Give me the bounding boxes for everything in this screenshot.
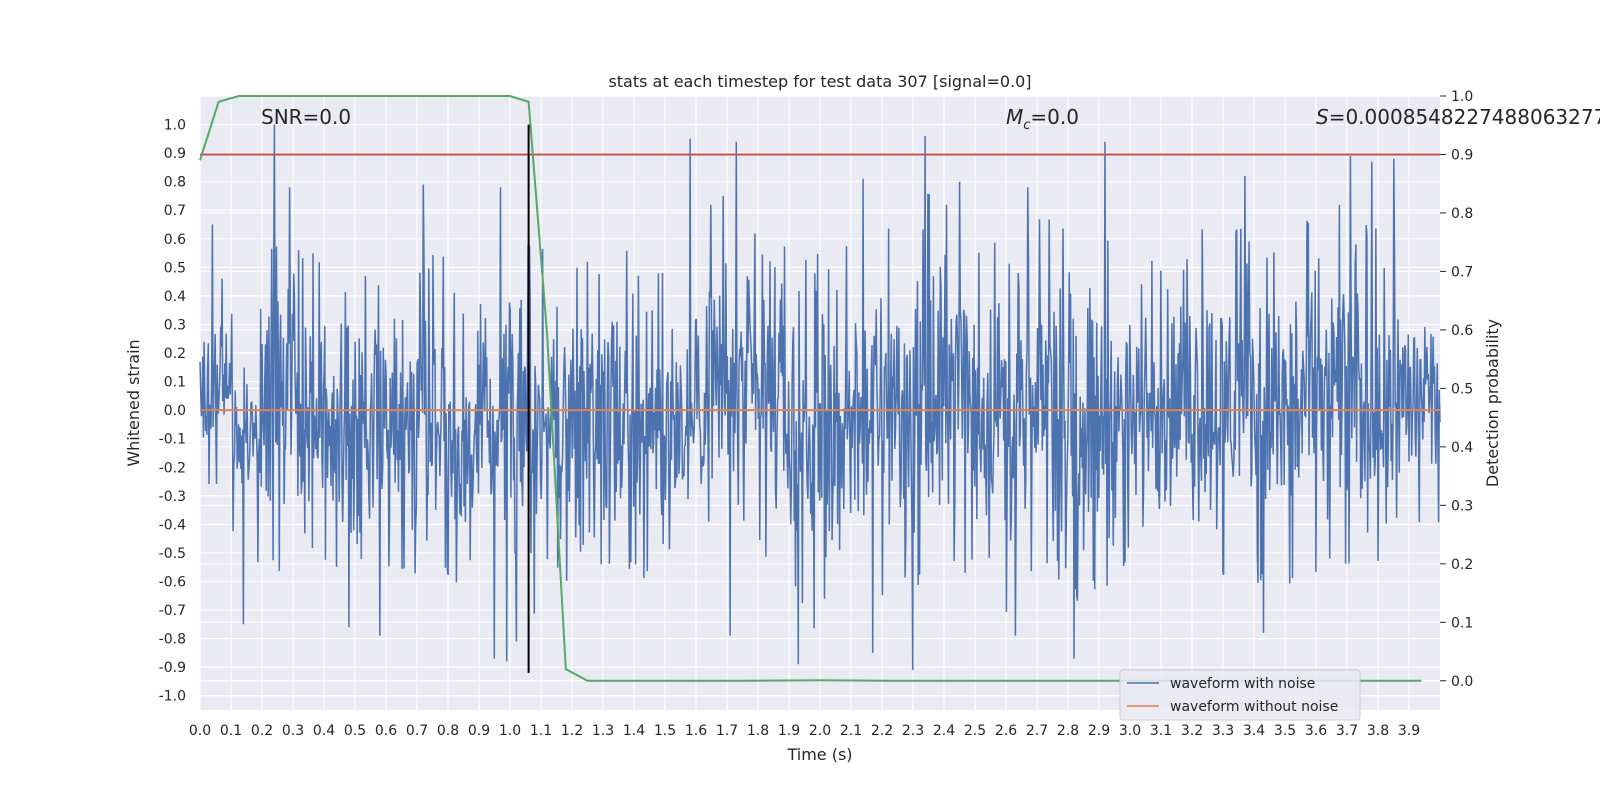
x-tick-label: 2.1 [840,723,862,739]
y-tick-label: 0.9 [164,146,186,162]
y-tick-label: -0.3 [159,489,186,505]
x-tick-label: 1.9 [778,723,800,739]
y-tick-label: -0.7 [159,603,186,619]
x-tick-label: 3.2 [1181,723,1203,739]
legend-label-clean: waveform without noise [1170,699,1338,715]
y2-tick-label: 0.6 [1451,323,1473,339]
x-tick-label: 3.5 [1274,723,1296,739]
x-tick-label: 1.1 [530,723,552,739]
x-tick-label: 1.8 [747,723,769,739]
y-tick-label: 0.2 [164,346,186,362]
y-tick-label: -0.4 [159,517,186,533]
chirp-mass-value: =0.0 [1030,105,1079,129]
x-tick-label: 0.6 [375,723,397,739]
x-tick-label: 1.5 [654,723,676,739]
x-tick-label: 0.1 [220,723,242,739]
x-tick-label: 3.8 [1367,723,1389,739]
y2-tick-label: 0.8 [1451,206,1473,222]
x-tick-label: 0.7 [406,723,428,739]
chirp-mass-symbol: M [1006,105,1023,129]
series-waveform-with-noise [199,124,1441,671]
y2-tick-label: 0.0 [1451,674,1473,690]
legend-label-noise: waveform with noise [1170,676,1315,692]
y-tick-label: -0.9 [159,660,186,676]
y-tick-label: -0.6 [159,574,186,590]
y-tick-label: 0.1 [164,375,186,391]
data-layer [199,95,1441,682]
s-value: =0.0008548227488063277 [1329,105,1600,129]
x-tick-label: 0.2 [251,723,273,739]
x-tick-label: 3.4 [1243,723,1265,739]
legend-box [1119,669,1361,721]
x-tick-label: 2.9 [1088,723,1110,739]
x-tick-label: 0.3 [282,723,304,739]
x-tick-label: 2.2 [871,723,893,739]
y2-tick-label: 0.3 [1451,498,1473,514]
y-tick-label: 0.4 [164,289,186,305]
x-tick-label: 1.3 [592,723,614,739]
x-tick-label: 1.2 [561,723,583,739]
y2-tick-label: 0.1 [1451,615,1473,631]
x-tick-label: 3.1 [1150,723,1172,739]
y2-tick-label: 0.9 [1451,147,1473,163]
y-axis-title: Whitened strain [124,339,143,466]
chirp-mass-subscript: c [1023,118,1030,133]
y-tick-label: 0.8 [164,175,186,191]
x-tick-label: 0.4 [313,723,335,739]
x-tick-label: 3.0 [1119,723,1141,739]
x-tick-label: 2.6 [995,723,1017,739]
y2-tick-label: 0.7 [1451,264,1473,280]
y2-axis-title: Detection probability [1483,319,1502,487]
y2-tick-label: 1.0 [1451,89,1473,105]
y2-tick-label: 0.2 [1451,557,1473,573]
x-tick-label: 2.3 [902,723,924,739]
s-annotation: S=0.0008548227488063277 [1316,105,1600,129]
y-tick-label: -0.2 [159,460,186,476]
y2-tick-label: 0.4 [1451,440,1473,456]
x-tick-label: 3.3 [1212,723,1234,739]
y-tick-label: 0.0 [164,403,186,419]
x-tick-label: 3.6 [1305,723,1327,739]
x-tick-label: 0.8 [437,723,459,739]
y-tick-label: 0.3 [164,317,186,333]
y-tick-label: 0.5 [164,260,186,276]
x-tick-label: 2.8 [1057,723,1079,739]
x-tick-label: 0.0 [189,723,211,739]
x-tick-label: 0.9 [468,723,490,739]
y-tick-label: 0.7 [164,203,186,219]
chart-title: stats at each timestep for test data 307… [608,72,1031,91]
x-tick-label: 1.6 [685,723,707,739]
x-tick-label: 0.5 [344,723,366,739]
legend: waveform with noise waveform without noi… [1119,669,1361,721]
x-tick-label: 2.0 [809,723,831,739]
y-tick-label: -0.1 [159,432,186,448]
y-tick-label: 0.6 [164,232,186,248]
s-symbol: S [1316,105,1329,129]
y2-tick-label: 0.5 [1451,381,1473,397]
x-tick-label: 1.7 [716,723,738,739]
x-tick-label: 2.4 [933,723,955,739]
series-detection-probability [199,95,1422,682]
tick-labels: 0.0 0.1 0.2 0.3 0.4 0.5 0.6 0.7 0.8 0.9 1.0 1.1 1.2 1… [159,89,1474,739]
x-tick-label: 3.7 [1336,723,1358,739]
y-tick-label: -0.5 [159,546,186,562]
chirp-mass-annotation: Mc=0.0 [1006,105,1079,133]
y-tick-label: 1.0 [164,118,186,134]
x-axis-title: Time (s) [786,745,852,764]
x-tick-label: 2.5 [964,723,986,739]
snr-annotation: SNR=0.0 [261,105,351,129]
y-tick-label: -0.8 [159,632,186,648]
x-tick-label: 3.9 [1398,723,1420,739]
x-tick-label: 1.4 [623,723,645,739]
y-tick-label: -1.0 [159,689,186,705]
x-tick-label: 1.0 [499,723,521,739]
x-tick-label: 2.7 [1026,723,1048,739]
